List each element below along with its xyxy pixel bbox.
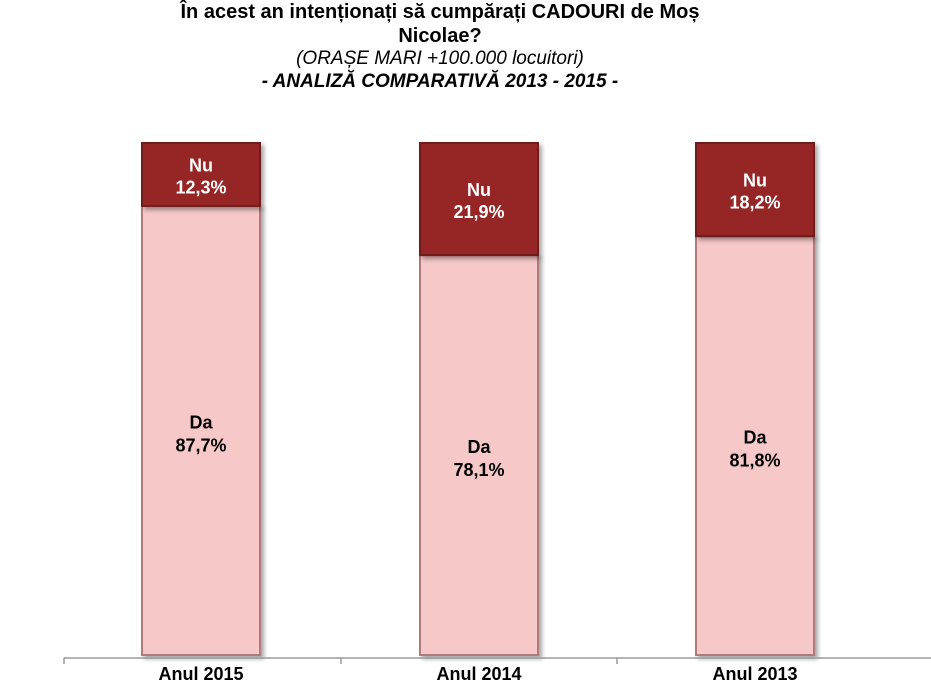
x-axis-category-label: Anul 2014 [436, 664, 521, 684]
chart-title-line-1: În acest an intenționați să cumpărați CA… [180, 1, 700, 23]
bar-segment-da [141, 204, 261, 656]
bar-label-nu: Nu 21,9% [453, 180, 504, 222]
bar-segment-da [695, 235, 815, 657]
bar-segment-nu [419, 142, 539, 257]
chart-title-line-2: Nicolae? [398, 25, 482, 47]
bar-label-nu: Nu 12,3% [175, 155, 226, 197]
bars-group: Da 87,7% Nu 12,3% Da 78,1% Nu 21,9% Da 81,8% Nu 18,… [141, 142, 815, 657]
bar-label-da: Da 78,1% [453, 437, 504, 480]
chart-subtitle: (ORAȘE MARI +100.000 locuitori) [296, 48, 584, 69]
x-axis-labels: Anul 2015 Anul 2014 Anul 2013 [158, 664, 797, 684]
bar-label-nu: Nu 18,2% [729, 171, 780, 213]
bar-segment-nu [141, 142, 261, 207]
bar-label-da: Da 87,7% [175, 412, 226, 455]
bar-segment-da [419, 254, 539, 657]
x-axis-category-label: Anul 2013 [712, 664, 797, 684]
x-axis-ticks [63, 658, 618, 664]
chart-title-block: În acest an intenționați să cumpărați CA… [0, 0, 880, 94]
chart-analysis-label: - ANALIZĂ COMPARATIVĂ 2013 - 2015 - [261, 71, 619, 92]
bar-segment-nu [695, 142, 815, 238]
bar-label-da: Da 81,8% [729, 428, 780, 471]
x-axis-category-label: Anul 2015 [158, 664, 243, 684]
